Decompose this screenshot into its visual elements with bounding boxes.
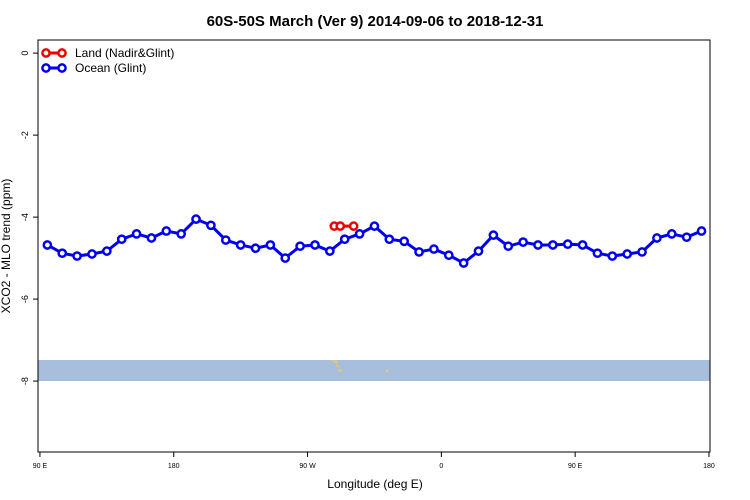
data-point <box>666 229 677 239</box>
legend: Land (Nadir&Glint)Ocean (Glint) <box>41 46 174 75</box>
data-point <box>429 244 439 254</box>
data-point <box>622 249 633 259</box>
data-point <box>87 249 97 259</box>
data-point <box>592 248 603 259</box>
land-blob <box>331 360 343 372</box>
data-point <box>384 234 395 245</box>
x-tick-label: 180 <box>168 463 180 470</box>
x-tick-label: 90 E <box>568 463 583 470</box>
data-point <box>681 232 692 243</box>
data-point <box>101 246 112 256</box>
data-point <box>265 240 276 250</box>
legend-label: Ocean (Glint) <box>75 61 146 75</box>
data-point <box>458 258 469 268</box>
data-point <box>161 226 172 236</box>
data-point <box>116 234 127 245</box>
legend-label: Land (Nadir&Glint) <box>75 46 174 60</box>
x-tick-label: 90 W <box>299 463 316 470</box>
data-point <box>57 248 68 259</box>
data-point <box>220 235 231 245</box>
data-point <box>443 250 454 261</box>
data-point <box>280 253 291 263</box>
data-point <box>652 233 662 243</box>
data-point <box>310 240 320 250</box>
x-tick-label: 0 <box>439 463 443 470</box>
x-tick-label: 90 E <box>33 463 48 470</box>
y-tick-label: -8 <box>20 377 30 385</box>
chart-title: 60S-50S March (Ver 9) 2014-09-06 to 2018… <box>207 13 544 30</box>
data-point <box>696 226 707 236</box>
y-tick-label: -2 <box>20 131 30 139</box>
data-point <box>518 237 528 247</box>
data-point <box>533 240 543 250</box>
data-point <box>339 234 350 245</box>
data-point <box>399 236 410 247</box>
data-point <box>607 251 618 261</box>
x-axis-label: Longitude (deg E) <box>327 477 422 491</box>
land-blob <box>385 369 389 373</box>
data-point <box>146 233 157 243</box>
legend-marker <box>57 48 67 58</box>
data-point <box>335 221 346 231</box>
data-point <box>191 214 201 224</box>
data-point <box>548 240 558 250</box>
data-point <box>295 241 305 252</box>
data-point <box>348 221 359 231</box>
data-point <box>562 239 573 250</box>
plot-frame <box>37 39 711 453</box>
data-point <box>369 221 380 231</box>
y-axis-label: XCO2 - MLO trend (ppm) <box>0 179 13 314</box>
data-point <box>250 243 261 254</box>
y-tick-label: -4 <box>20 213 30 221</box>
legend-marker <box>41 48 51 58</box>
data-point <box>72 251 82 261</box>
data-point <box>235 240 246 250</box>
data-point <box>473 246 484 256</box>
y-tick-label: 0 <box>20 51 30 56</box>
data-point <box>176 229 187 239</box>
legend-marker <box>57 63 67 73</box>
map-strip <box>38 360 710 381</box>
legend-marker <box>41 63 51 73</box>
data-point <box>414 247 424 257</box>
data-point <box>324 246 335 256</box>
data-point <box>131 229 142 239</box>
data-point <box>354 229 365 239</box>
data-point <box>637 247 647 257</box>
data-point <box>206 220 216 231</box>
y-tick-label: -6 <box>20 295 30 303</box>
data-point <box>503 241 514 252</box>
data-point <box>42 240 53 250</box>
data-point <box>488 230 499 240</box>
data-point <box>577 240 588 250</box>
x-tick-label: 180 <box>703 463 715 470</box>
